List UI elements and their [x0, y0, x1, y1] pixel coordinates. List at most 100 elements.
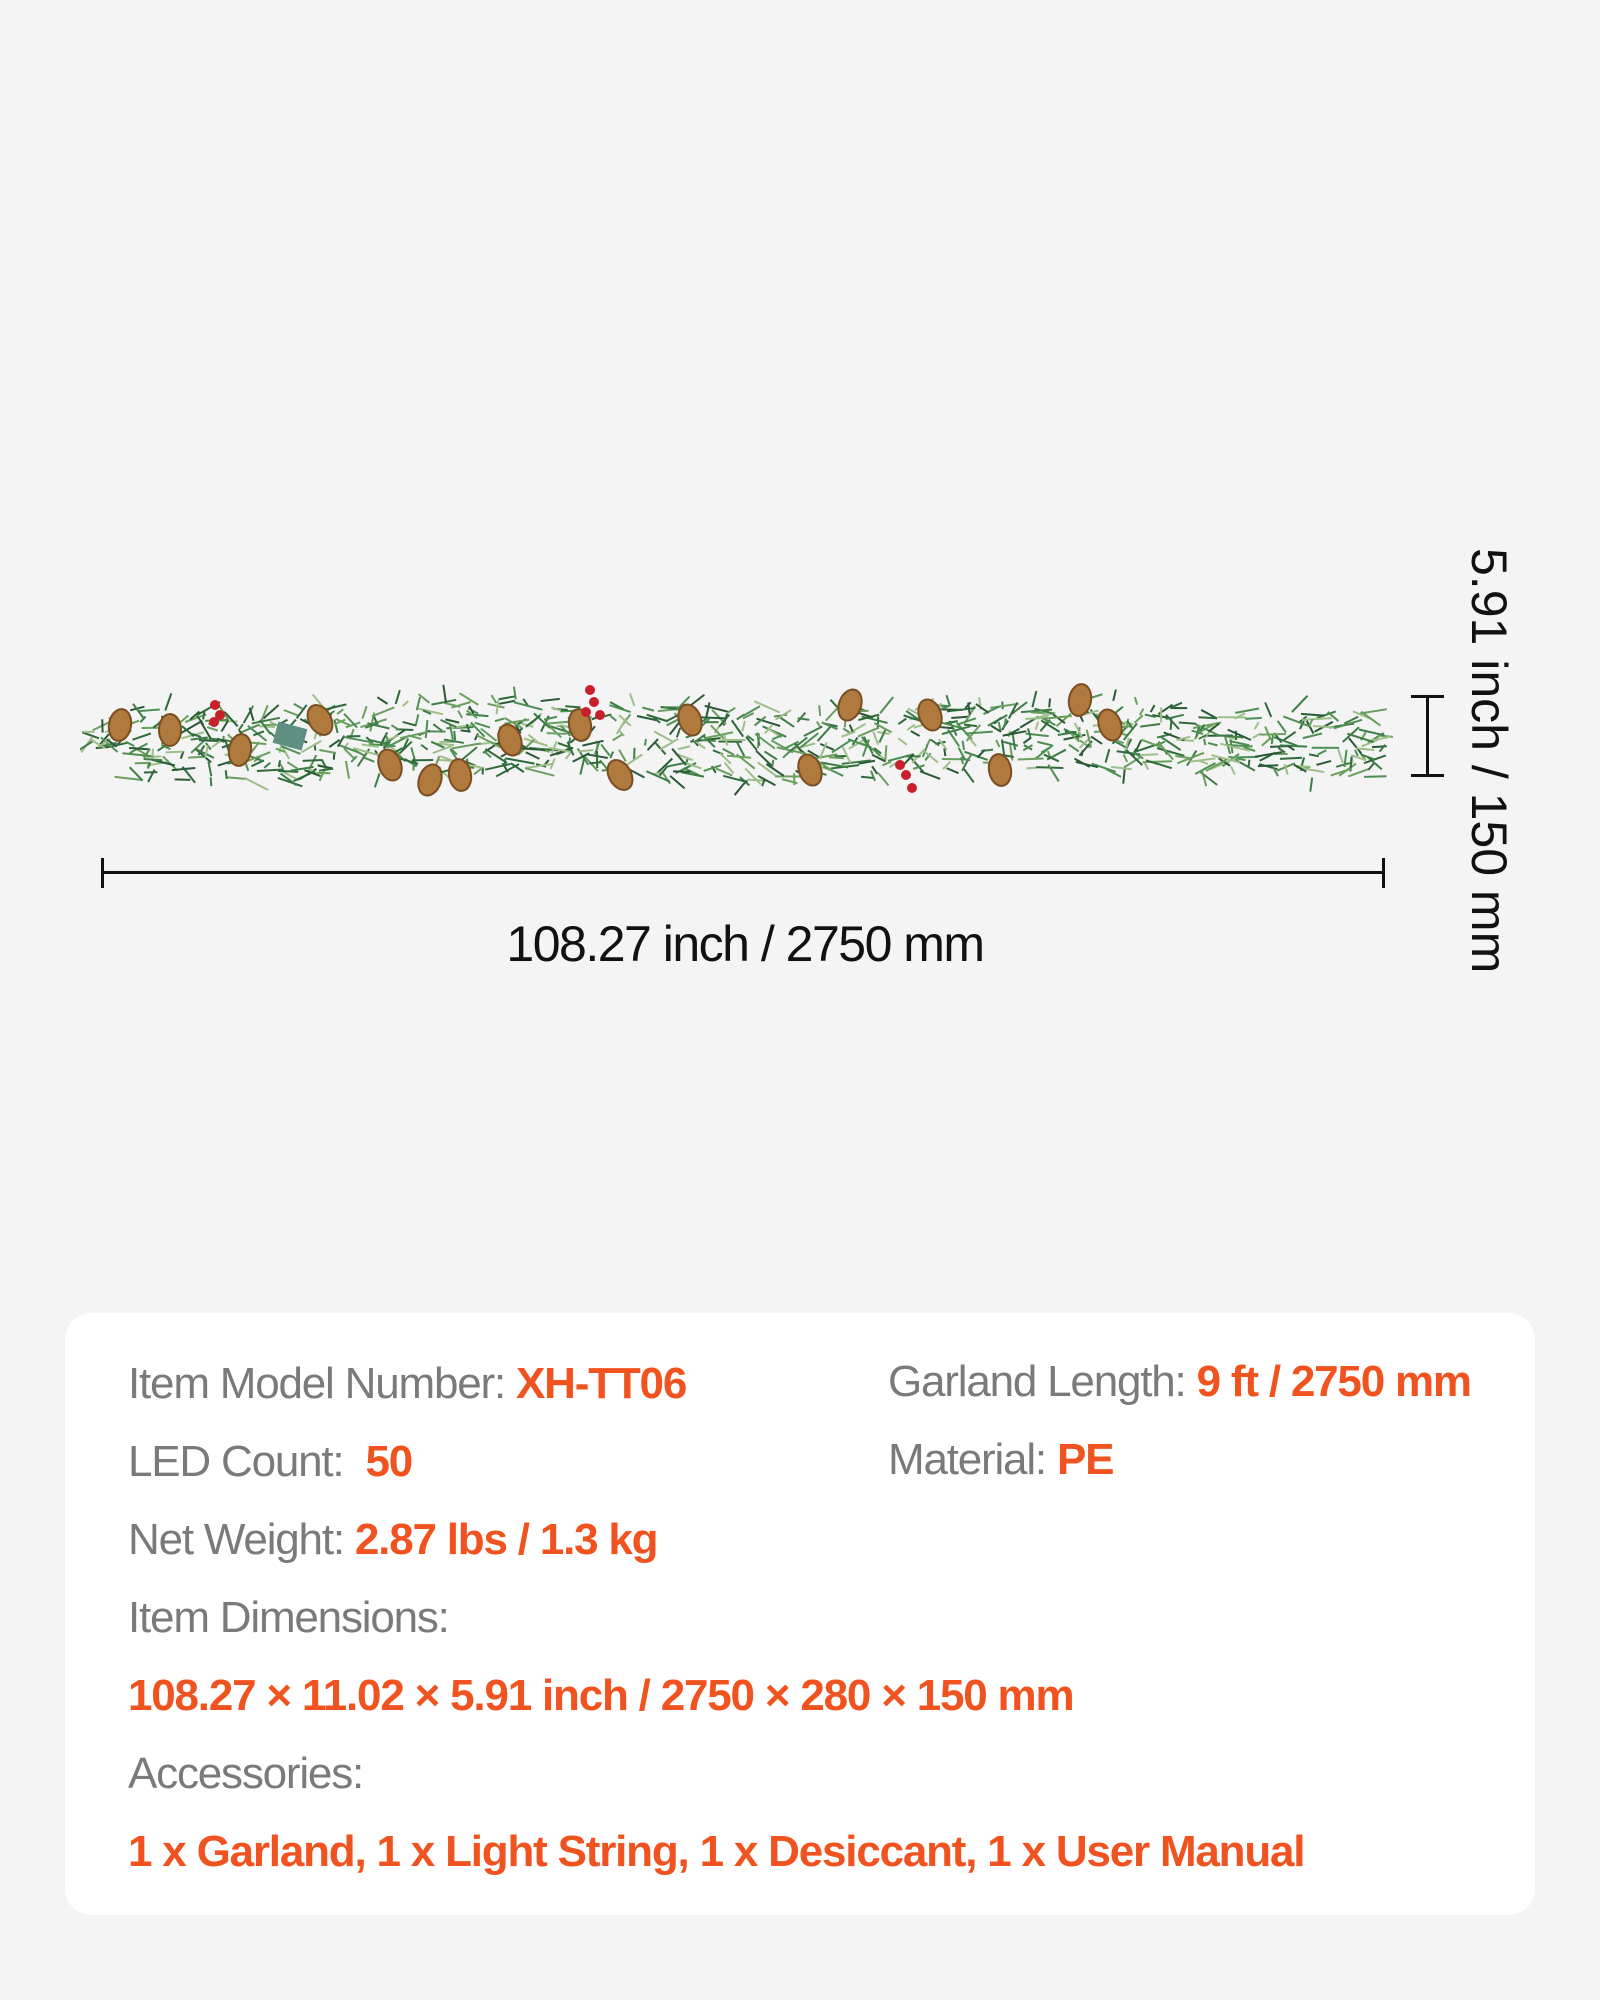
pine-needle	[1359, 708, 1387, 715]
pine-needle	[951, 715, 970, 720]
pine-needle	[549, 746, 573, 757]
pine-needle	[910, 757, 925, 773]
pine-needle	[343, 712, 358, 729]
pine-needle	[1367, 762, 1375, 771]
pine-cone	[567, 708, 593, 742]
spec-label: Garland Length:	[888, 1357, 1187, 1406]
pine-needle	[1235, 707, 1260, 714]
pine-needle	[754, 715, 767, 727]
pine-needle	[1124, 737, 1130, 752]
spec-material: Material: PE	[888, 1435, 1114, 1485]
pine-needle	[941, 725, 971, 736]
pine-needle	[1308, 753, 1319, 758]
pine-needle	[345, 721, 361, 729]
pine-needle	[1360, 710, 1381, 727]
spec-value: 50	[365, 1437, 414, 1486]
pine-needle	[818, 705, 822, 717]
pine-needle	[1347, 732, 1374, 744]
pine-needle	[566, 741, 575, 756]
pine-needle	[961, 740, 966, 751]
pine-needle	[746, 734, 755, 742]
pine-needle	[143, 758, 163, 762]
pine-needle	[1347, 767, 1370, 778]
pine-needle	[165, 750, 184, 754]
pine-needle	[180, 719, 203, 735]
pine-needle	[431, 698, 457, 706]
pine-needle	[938, 738, 948, 751]
pine-needle	[1254, 751, 1283, 758]
pine-needle	[642, 706, 655, 712]
battery-box	[272, 721, 308, 751]
pine-needle	[821, 721, 838, 731]
pine-needle	[550, 706, 562, 712]
pine-needle	[328, 738, 341, 748]
pine-needle	[525, 762, 554, 769]
pine-needle	[1176, 735, 1191, 742]
pine-needle	[227, 776, 247, 781]
pine-needle	[781, 778, 798, 785]
pine-needle	[442, 684, 447, 703]
pine-cone	[377, 748, 403, 782]
pine-needle	[417, 707, 444, 716]
pine-needle	[457, 710, 464, 719]
pine-needle	[1313, 725, 1335, 729]
pine-needle	[884, 745, 888, 761]
pine-needle	[245, 751, 271, 763]
pine-needle	[653, 717, 661, 724]
pine-needle	[129, 746, 150, 751]
pine-needle	[872, 731, 880, 745]
pine-needle	[139, 715, 147, 723]
pine-needle	[476, 734, 502, 749]
pine-needle	[727, 754, 752, 759]
pine-needle	[279, 772, 298, 787]
pine-needle	[1316, 710, 1337, 719]
pine-needle	[484, 762, 511, 771]
pine-needle	[474, 721, 491, 729]
pine-needle	[443, 701, 461, 708]
pine-needle	[402, 720, 417, 727]
pine-needle	[745, 736, 758, 751]
pine-cone	[227, 733, 253, 767]
pine-needle	[368, 743, 396, 748]
pine-needle	[498, 695, 515, 701]
pine-needle	[1293, 763, 1307, 773]
pine-needle	[765, 763, 785, 777]
pine-needle	[966, 753, 973, 761]
pine-needle	[373, 773, 381, 788]
pine-needle	[1317, 749, 1327, 756]
pine-needle	[858, 713, 880, 721]
pine-needle	[157, 744, 167, 752]
pine-needle	[335, 718, 351, 727]
pine-needle	[1291, 695, 1309, 713]
pine-needle	[946, 707, 976, 713]
pine-needle	[1207, 722, 1220, 733]
garland-product-image	[80, 683, 1394, 797]
pine-needle	[873, 722, 893, 734]
pine-needle	[1343, 715, 1359, 725]
pine-needle	[710, 724, 725, 740]
pine-needle	[384, 734, 392, 748]
pine-needle	[1245, 716, 1262, 720]
pine-needle	[523, 737, 548, 747]
pine-needle	[1090, 735, 1103, 745]
pine-needle	[1133, 696, 1139, 705]
pine-needle	[1282, 731, 1297, 742]
pine-needle	[646, 770, 671, 783]
pine-needle	[990, 702, 1019, 709]
pine-needle	[350, 755, 358, 763]
pine-needle	[736, 713, 745, 721]
pine-needle	[1217, 757, 1231, 767]
pine-needle	[487, 702, 505, 709]
pine-needle	[424, 719, 429, 739]
pine-needle	[436, 742, 455, 747]
pine-needle	[1063, 728, 1083, 739]
pine-cone	[417, 763, 443, 797]
spec-value: XH-TT06	[516, 1359, 687, 1408]
pine-needle	[964, 701, 972, 709]
pine-needle	[1348, 737, 1363, 755]
pine-needle	[1298, 720, 1305, 730]
pine-needle	[293, 770, 316, 783]
pine-cone	[447, 758, 473, 792]
pine-needle	[364, 722, 379, 729]
pine-cone	[497, 723, 523, 757]
